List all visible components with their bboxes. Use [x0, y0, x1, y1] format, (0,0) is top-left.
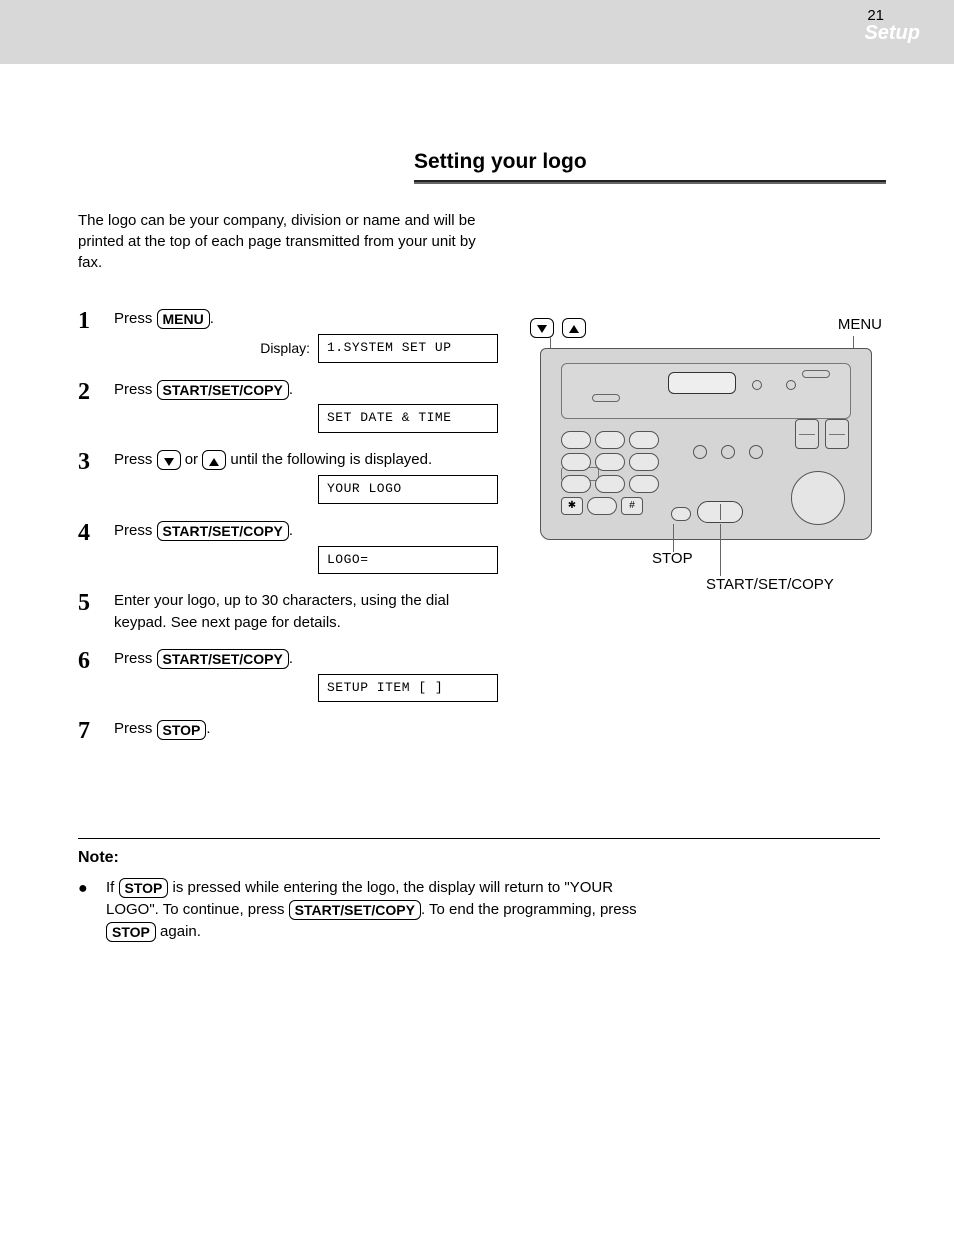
star-key: ✱: [561, 497, 583, 515]
section-rule: [414, 180, 886, 184]
start-set-copy-key: START/SET/COPY: [157, 380, 289, 400]
mid-buttons: [693, 445, 763, 459]
lcd-readout: YOUR LOGO: [318, 475, 498, 504]
step-text: Press: [114, 522, 157, 539]
step-text: until the following is displayed.: [230, 451, 432, 468]
lcd-readout: LOGO=: [318, 546, 498, 575]
step-number: 6: [78, 648, 114, 675]
section-title: Setting your logo: [414, 150, 886, 174]
dial-keypad: ✱#: [561, 431, 681, 519]
header-bar: Setup: [0, 0, 954, 64]
step-text: .: [289, 650, 293, 667]
display-label: Display:: [260, 338, 310, 358]
rocker-buttons: [795, 419, 849, 449]
header-breadcrumb: Setup: [864, 22, 920, 45]
start-set-copy-key: START/SET/COPY: [157, 521, 289, 541]
stop-key: STOP: [119, 878, 169, 898]
step-text: .: [289, 522, 293, 539]
stop-key: STOP: [157, 720, 207, 740]
section-head: Setting your logo: [414, 150, 886, 184]
menu-key: MENU: [157, 309, 210, 329]
down-arrow-key: [530, 318, 554, 338]
divider: [78, 838, 880, 839]
intro-text: The logo can be your company, division o…: [78, 210, 478, 273]
step-text: Press: [114, 650, 157, 667]
step-text: .: [210, 310, 214, 327]
note-title: Note:: [78, 849, 880, 867]
lcd-readout: 1.SYSTEM SET UP: [318, 334, 498, 363]
callout-menu: MENU: [838, 316, 882, 334]
start-set-copy-key: START/SET/COPY: [289, 900, 421, 920]
leader-line: [720, 524, 721, 576]
step-number: 3: [78, 449, 114, 476]
lcd-readout: SET DATE & TIME: [318, 404, 498, 433]
step: 1 Press MENU. Display: 1.SYSTEM SET UP: [78, 308, 498, 373]
lcd-readout: SETUP ITEM [ ]: [318, 674, 498, 703]
jog-dial: [791, 471, 845, 525]
step-text: Press: [114, 451, 157, 468]
device-top-area: [561, 363, 851, 419]
step-text: Press: [114, 381, 157, 398]
step-number: 2: [78, 379, 114, 406]
step-text: .: [206, 720, 210, 737]
up-arrow-key: [562, 318, 586, 338]
note-text: If STOP is pressed while entering the lo…: [106, 877, 666, 942]
page-number: 21: [867, 7, 884, 24]
stop-key: STOP: [106, 922, 156, 942]
bullet-icon: ●: [78, 877, 106, 942]
step-text: Press: [114, 720, 157, 737]
device-button: [592, 394, 620, 402]
step-text: Press: [114, 310, 157, 327]
device-panel: ✱#: [540, 348, 872, 540]
callout-start-set-copy: START/SET/COPY: [706, 576, 834, 594]
down-arrow-key: [157, 450, 181, 470]
step-text: .: [289, 381, 293, 398]
up-arrow-key: [202, 450, 226, 470]
leader-line: [673, 524, 674, 552]
device-lcd: [668, 372, 736, 394]
menu-button: [802, 370, 830, 378]
hash-key: #: [621, 497, 643, 515]
step: 6 Press START/SET/COPY. SETUP ITEM [ ]: [78, 648, 498, 713]
step: 3 Press or until the following is displa…: [78, 449, 498, 514]
step-number: 7: [78, 718, 114, 745]
step-number: 1: [78, 308, 114, 335]
step-number: 4: [78, 520, 114, 547]
step: 2 Press START/SET/COPY. SET DATE & TIME: [78, 379, 498, 444]
stop-button: [671, 507, 691, 521]
start-set-copy-key: START/SET/COPY: [157, 649, 289, 669]
lamp-icon: [752, 380, 762, 390]
step: 7 Press STOP.: [78, 718, 498, 745]
step-text: or: [185, 451, 203, 468]
step-number: 5: [78, 590, 114, 617]
step: 4 Press START/SET/COPY. LOGO=: [78, 520, 498, 585]
lamp-icon: [786, 380, 796, 390]
callout-stop: STOP: [652, 550, 693, 568]
step-text: Enter your logo, up to 30 characters, us…: [114, 592, 449, 631]
note-block: Note: ● If STOP is pressed while enterin…: [78, 838, 880, 942]
steps: 1 Press MENU. Display: 1.SYSTEM SET UP 2…: [78, 308, 498, 751]
callout-arrows: [530, 318, 586, 338]
step: 5 Enter your logo, up to 30 characters, …: [78, 590, 498, 634]
start-set-copy-button: [697, 501, 743, 523]
